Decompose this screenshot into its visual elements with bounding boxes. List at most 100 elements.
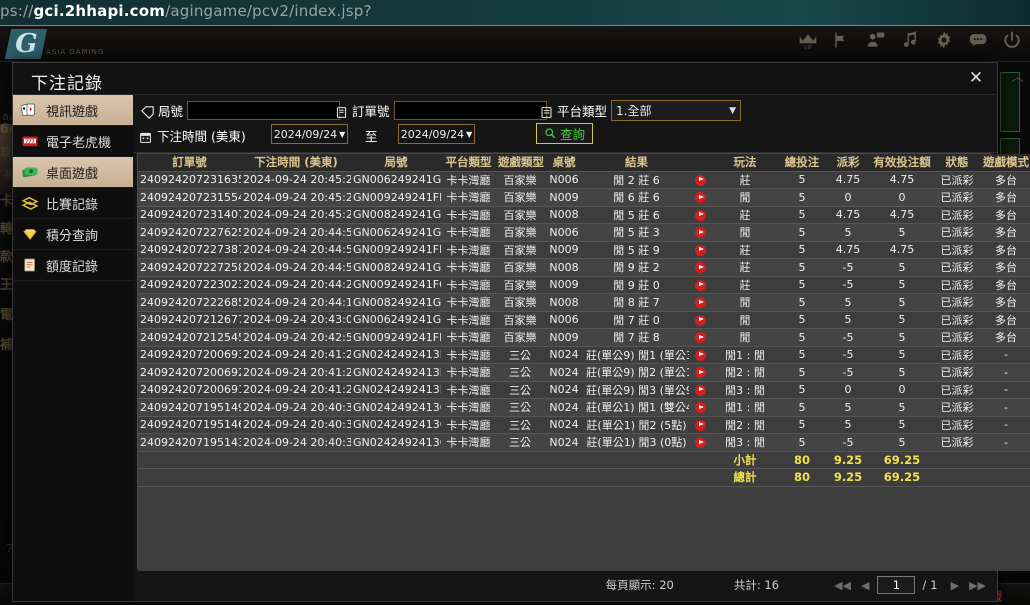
play-icon[interactable] [694, 437, 706, 449]
table-row[interactable]: 240924207231554 2024-09-24 20:45:25 GN0092… [138, 188, 1030, 207]
platform-select[interactable]: 1.全部 ▼ [611, 100, 742, 121]
summary-payout: 9.25 [825, 468, 871, 487]
replay-button[interactable] [689, 328, 711, 347]
replay-button[interactable] [689, 293, 711, 312]
person-chat-icon[interactable] [866, 30, 886, 52]
play-cell: 閒 [711, 293, 779, 312]
search-button-wrap: 查詢 [536, 123, 594, 144]
bet-cell: 5 [779, 433, 825, 452]
first-page-button[interactable]: ◀◀ [834, 578, 851, 592]
order-cell: 240924207227387 [138, 241, 241, 259]
result-cell: 莊(單公9) 閒2 (單公1) [584, 363, 689, 382]
replay-button[interactable] [689, 171, 711, 189]
replay-button[interactable] [689, 223, 711, 242]
sidebar-item-slots[interactable]: 777 電子老虎機 [13, 126, 133, 157]
replay-button[interactable] [689, 276, 711, 294]
table-row[interactable]: 240924207223023 2024-09-24 20:44:20 GN0092… [138, 276, 1030, 294]
music-note-icon[interactable] [900, 30, 920, 52]
next-page-button[interactable]: ▶ [950, 578, 960, 592]
date-to-field[interactable]: 2024/09/24 ▼ [398, 124, 475, 144]
table-row[interactable]: 240924207212677 2024-09-24 20:43:00 GN0062… [138, 311, 1030, 329]
summary-row: 小計 80 9.25 69.25 [138, 451, 1030, 469]
sidebar-item-match-history[interactable]: 比賽記錄 [13, 188, 133, 219]
replay-button[interactable] [689, 416, 711, 434]
time-cell: 2024-09-24 20:41:22 [241, 381, 351, 399]
result-cell: 閒 5 莊 3 [584, 223, 689, 242]
platform-cell: 卡卡灣廳 [441, 276, 496, 294]
replay-button[interactable] [689, 188, 711, 207]
play-icon[interactable] [694, 402, 706, 414]
time-cell: 2024-09-24 20:41:22 [241, 363, 351, 382]
table-row[interactable]: 240924207200691 2024-09-24 20:41:22 GN0242… [138, 381, 1030, 399]
close-icon[interactable]: ✕ [965, 67, 987, 89]
power-icon[interactable] [1002, 30, 1022, 52]
replay-button[interactable] [689, 381, 711, 399]
replay-button[interactable] [689, 398, 711, 417]
date-to-control[interactable]: 2024/09/24 ▼ [398, 124, 475, 144]
sidebar-item-credit-history[interactable]: 額度記錄 [13, 250, 133, 281]
browser-url-bar[interactable]: ps://gci.2hhapi.com/agingame/pcv2/index.… [0, 0, 1030, 26]
round-input[interactable] [187, 101, 341, 120]
table-row[interactable]: 240924207231635 2024-09-24 20:45:25 GN0062… [138, 171, 1030, 189]
replay-button[interactable] [689, 346, 711, 364]
chevron-up-icon[interactable]: ︿ [1010, 70, 1024, 85]
play-icon[interactable] [694, 262, 706, 274]
play-icon[interactable] [694, 314, 706, 326]
order-cell: 240924207200693 [138, 346, 241, 364]
play-icon[interactable] [694, 349, 706, 361]
sidebar-item-table-games[interactable]: 桌面遊戲 [13, 157, 143, 188]
order-input[interactable] [393, 101, 547, 120]
play-icon[interactable] [694, 209, 706, 221]
replay-button[interactable] [689, 363, 711, 382]
time-cell: 2024-09-24 20:40:38 [241, 398, 351, 417]
search-button[interactable]: 查詢 [536, 123, 594, 144]
diamond-icon [21, 226, 39, 242]
bet-history-table: 訂單號 下注時間 (美東) 局號 平台類型 遊戲類型 桌號 結果 玩法 總投注 … [138, 154, 1030, 571]
background-text: 轉 [0, 222, 14, 237]
play-icon[interactable] [694, 297, 706, 309]
summary-spacer [933, 468, 1030, 487]
play-icon[interactable] [694, 384, 706, 396]
vip-crown-icon[interactable]: VIP [798, 30, 818, 52]
play-icon[interactable] [694, 367, 706, 379]
chat-bubble-icon[interactable] [968, 30, 988, 52]
prev-page-button[interactable]: ◀ [860, 578, 870, 592]
play-icon[interactable] [694, 227, 706, 239]
gear-icon[interactable] [934, 30, 954, 52]
table-row[interactable]: 240924207200692 2024-09-24 20:41:22 GN0242… [138, 363, 1030, 382]
table-row[interactable]: 240924207195143 2024-09-24 20:40:38 GN0242… [138, 433, 1030, 452]
play-icon[interactable] [694, 192, 706, 204]
replay-button[interactable] [689, 311, 711, 329]
order-label: 訂單號 [352, 104, 390, 119]
table-row[interactable]: 240924207212545 2024-09-24 20:42:59 GN0092… [138, 328, 1030, 347]
table-row[interactable]: 240924207227625 2024-09-24 20:44:55 GN0062… [138, 223, 1030, 242]
play-icon[interactable] [694, 332, 706, 344]
play-icon[interactable] [694, 244, 706, 256]
list-icon [540, 104, 553, 118]
flag-icon[interactable] [832, 30, 852, 52]
table-row[interactable]: 240924207222685 2024-09-24 20:44:17 GN0082… [138, 293, 1030, 312]
play-icon[interactable] [694, 279, 706, 291]
replay-button[interactable] [689, 433, 711, 452]
table-row[interactable]: 240924207200693 2024-09-24 20:41:22 GN0242… [138, 346, 1030, 364]
date-from-field[interactable]: 2024/09/24 ▼ [271, 124, 348, 144]
table-row[interactable]: 240924207227258 2024-09-24 20:44:51 GN0082… [138, 258, 1030, 277]
sidebar-item-video-games[interactable]: 視訊遊戲 [13, 95, 143, 126]
sidebar-item-points-query[interactable]: 積分查詢 [13, 219, 133, 250]
background-panel [1000, 72, 1020, 132]
replay-button[interactable] [689, 258, 711, 277]
game-cell: 百家樂 [496, 293, 544, 312]
play-icon[interactable] [694, 174, 706, 186]
table-row[interactable]: 240924207227387 2024-09-24 20:44:53 GN0092… [138, 241, 1030, 259]
table-row[interactable]: 240924207231407 2024-09-24 20:45:24 GN0082… [138, 206, 1030, 224]
replay-button[interactable] [689, 206, 711, 224]
summary-label: 總計 [711, 468, 779, 487]
table-row[interactable]: 240924207195149 2024-09-24 20:40:38 GN0242… [138, 398, 1030, 417]
last-page-button[interactable]: ▶▶ [969, 578, 986, 592]
table-row[interactable]: 240924207195146 2024-09-24 20:40:38 GN0242… [138, 416, 1030, 434]
current-page-input[interactable] [877, 576, 916, 594]
platform-cell: 卡卡灣廳 [441, 293, 496, 312]
date-from-control[interactable]: 2024/09/24 ▼ [271, 124, 348, 144]
replay-button[interactable] [689, 241, 711, 259]
play-icon[interactable] [694, 419, 706, 431]
